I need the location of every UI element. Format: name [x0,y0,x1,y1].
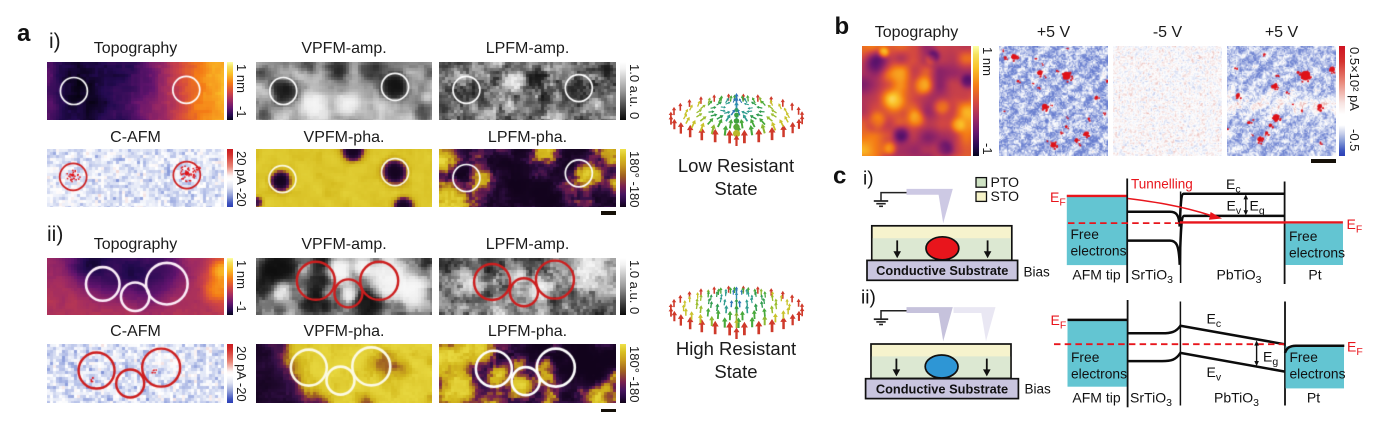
svg-text:EF: EF [1051,312,1067,332]
svg-text:SrTiO3: SrTiO3 [1130,390,1172,410]
svg-text:Pt: Pt [1308,267,1321,283]
svg-text:ii): ii) [861,288,876,309]
svg-text:Bias: Bias [1024,265,1051,280]
svg-text:EF: EF [1347,339,1363,359]
svg-text:PTO: PTO [991,174,1020,190]
svg-text:PbTiO3: PbTiO3 [1214,390,1259,410]
svg-text:c: c [833,164,846,190]
svg-text:electrons: electrons [1071,367,1127,382]
svg-text:Free: Free [1071,227,1100,242]
svg-text:Free: Free [1290,350,1319,365]
svg-text:electrons: electrons [1290,367,1346,382]
svg-text:Tunnelling: Tunnelling [1131,177,1193,192]
svg-text:Bias: Bias [1025,382,1052,397]
svg-text:Ev: Ev [1227,198,1242,218]
svg-text:EF: EF [1050,189,1066,209]
svg-text:STO: STO [991,188,1020,204]
svg-text:Pt: Pt [1307,390,1320,406]
svg-text:AFM tip: AFM tip [1072,267,1120,283]
svg-text:EF: EF [1347,216,1363,236]
svg-text:Eg: Eg [1250,198,1265,218]
svg-text:PbTiO3: PbTiO3 [1217,267,1262,287]
svg-text:electrons: electrons [1289,246,1345,261]
svg-text:Eg: Eg [1263,349,1278,369]
svg-text:i): i) [863,169,874,190]
svg-text:Conductive Substrate: Conductive Substrate [876,381,1008,396]
svg-text:Ec: Ec [1207,311,1222,331]
svg-text:Ev: Ev [1207,364,1222,384]
svg-text:AFM tip: AFM tip [1072,390,1120,406]
svg-text:Free: Free [1289,229,1318,244]
svg-text:Free: Free [1071,350,1100,365]
svg-text:electrons: electrons [1071,243,1127,258]
svg-text:SrTiO3: SrTiO3 [1131,267,1173,287]
svg-text:Conductive Substrate: Conductive Substrate [876,263,1008,278]
